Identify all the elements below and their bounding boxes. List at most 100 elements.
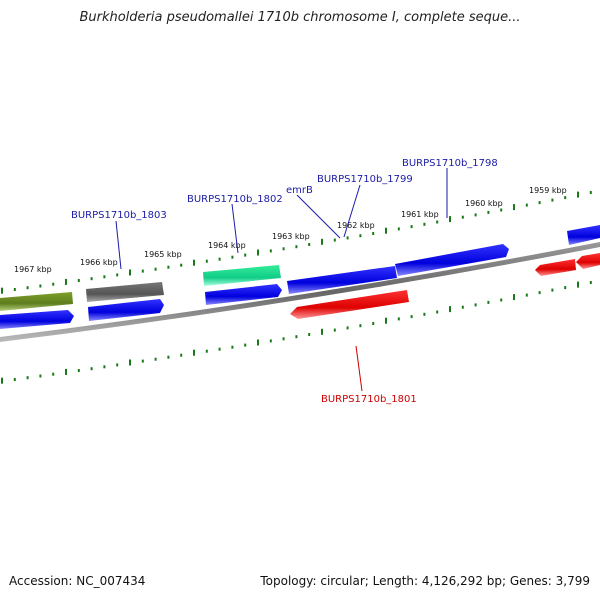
reverse-scale-tick [116,363,119,367]
forward-scale-tick [257,249,259,256]
reverse-scale-tick [589,281,592,284]
reverse-scale-tick [423,312,426,316]
reverse-scale-tick [90,367,93,371]
forward-scale-tick [141,269,144,273]
forward-scale-tick [154,267,157,271]
forward-scale-tick [333,238,336,242]
forward-scale-tick [397,227,400,231]
gene-blue-left[interactable] [0,310,74,329]
gene-label-burps-1803[interactable]: BURPS1710b_1803 [71,210,167,221]
forward-scale-tick [77,279,80,282]
reverse-scale-tick [321,328,323,335]
kbp-label-1962: 1962 kbp [337,221,375,230]
gene-burps-1798[interactable] [395,244,509,276]
reverse-scale-tick [500,298,503,302]
forward-scale-tick [129,269,131,276]
reverse-scale-tick [52,372,55,376]
reverse-scale-tick [103,365,106,369]
forward-scale-tick [269,249,272,253]
reverse-scale-tick [141,359,144,363]
forward-scale-tick [103,275,106,279]
gene-burps-1803[interactable] [88,299,164,321]
reverse-scale-tick [295,335,298,339]
reverse-scale-tick [551,288,554,292]
reverse-scale-tick [461,305,464,309]
reverse-scale-tick [231,345,234,349]
reverse-scale-tick [564,286,567,290]
forward-scale-tick [500,208,503,212]
reverse-scale-tick [525,293,528,297]
reverse-scale-tick [244,343,247,347]
map-title: Burkholderia pseudomallei 1710b chromoso… [79,10,521,25]
gene-right-blue[interactable] [567,225,600,245]
forward-scale-tick [410,225,413,229]
reverse-scale-tick [269,339,272,343]
forward-scale-tick [538,201,541,205]
forward-scale-tick [282,247,285,251]
gene-olive[interactable] [0,292,73,311]
accession-text: Accession: NC_007434 [9,574,146,588]
kbp-label-1961: 1961 kbp [401,210,439,219]
reverse-scale-tick [449,306,451,313]
forward-scale-tick [193,259,195,266]
forward-scale-tick [346,236,349,240]
forward-scale-tick [26,286,29,290]
reverse-scale-tick [13,378,16,381]
label-leaders [115,168,448,270]
gene-label-burps-1798[interactable]: BURPS1710b_1798 [402,158,498,169]
forward-scale-tick [39,284,42,288]
gene-label-burps-1801[interactable]: BURPS1710b_1801 [321,394,417,405]
reverse-scale-ticks [1,281,592,384]
kbp-label-1959: 1959 kbp [529,186,567,195]
reverse-scale-tick [436,310,439,314]
reverse-scale-tick [26,376,29,380]
summary-text: Topology: circular; Length: 4,126,292 bp… [260,574,590,588]
forward-scale-tick [308,243,311,246]
reverse-scale-tick [65,368,67,375]
reverse-scale-tick [39,374,42,378]
reverse-scale-tick [513,294,515,301]
reverse-scale-tick [577,281,579,288]
label-leader-1801 [355,345,363,392]
forward-scale-tick [116,273,119,277]
forward-scale-tick [321,238,323,245]
forward-scale-tick [551,198,554,202]
forward-scale-tick [372,232,375,235]
kbp-label-1963: 1963 kbp [272,232,310,241]
gene-label-burps-1802[interactable]: BURPS1710b_1802 [187,194,283,205]
forward-scale-tick [231,255,234,259]
chromosome-backbone [0,242,600,342]
reverse-scale-tick [257,339,259,346]
forward-scale-tick [564,196,567,200]
reverse-scale-tick [180,353,183,357]
gene-label-burps-1799[interactable]: BURPS1710b_1799 [317,174,413,185]
kbp-label-1967: 1967 kbp [14,265,52,274]
reverse-scale-tick [167,355,170,359]
forward-scale-tick [1,287,3,294]
reverse-scale-tick [308,333,311,336]
gene-label-emrb[interactable]: emrB [286,185,313,196]
forward-scale-ticks [1,191,592,294]
forward-scale-tick [205,259,208,263]
forward-scale-tick [461,215,464,219]
gene-red-right-1[interactable] [535,259,576,276]
reverse-scale-tick [397,317,400,321]
forward-scale-tick [525,203,528,207]
gene-emrb[interactable] [287,266,397,294]
reverse-scale-tick [193,349,195,356]
gene-red-right-2[interactable] [576,253,600,269]
gene-gray[interactable] [86,282,164,302]
reverse-scale-tick [474,303,477,307]
gene-burps-1802[interactable] [203,265,281,286]
forward-scale-tick [436,220,439,224]
reverse-scale-tick [129,359,131,366]
reverse-scale-tick [487,300,490,304]
gene-burps-1802-b[interactable] [205,284,282,305]
forward-scale-tick [474,213,477,217]
reverse-scale-tick [333,328,336,332]
gene-burps-1801[interactable] [290,290,409,319]
forward-scale-tick [589,191,592,194]
forward-scale-tick [487,210,490,214]
reverse-scale-tick [77,369,80,372]
